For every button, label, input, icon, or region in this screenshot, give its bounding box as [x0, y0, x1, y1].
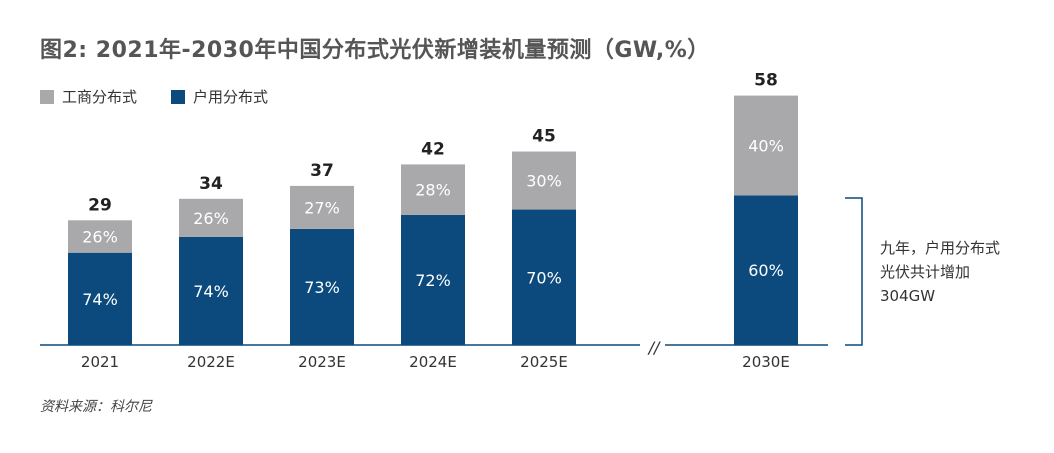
- bar-commercial: [401, 164, 465, 215]
- bar-residential: [290, 228, 354, 345]
- bar-residential: [512, 209, 576, 345]
- legend-item-residential: 户用分布式: [171, 86, 268, 107]
- annotation-bracket: [845, 197, 863, 346]
- bar-commercial: [179, 198, 243, 237]
- data-label-total: 37: [310, 161, 334, 181]
- data-label-total: 29: [88, 195, 112, 215]
- data-label-commercial: 27%: [304, 198, 340, 217]
- bar-residential: [734, 195, 798, 345]
- data-label-total: 42: [421, 139, 445, 159]
- axis-break-mark: //: [647, 338, 661, 357]
- data-label-total: 58: [754, 71, 778, 91]
- data-label-residential: 70%: [526, 268, 562, 287]
- bar-commercial: [512, 151, 576, 210]
- data-label-commercial: 40%: [748, 136, 784, 155]
- legend-swatch-commercial: [40, 89, 54, 104]
- data-label-commercial: 26%: [82, 228, 118, 247]
- data-label-residential: 60%: [748, 261, 784, 280]
- data-label-commercial: 28%: [415, 181, 451, 200]
- data-label-total: 45: [532, 127, 556, 147]
- x-tick-label: 2023E: [298, 353, 346, 371]
- source-note: 资料来源：科尔尼: [40, 399, 152, 415]
- data-label-commercial: 26%: [193, 209, 229, 228]
- data-label-total: 34: [199, 174, 223, 194]
- bar-residential: [401, 214, 465, 345]
- chart-title: 图2: 2021年-2030年中国分布式光伏新增装机量预测（GW,%）: [40, 38, 710, 63]
- x-tick-label: 2024E: [409, 353, 457, 371]
- bar-commercial: [68, 220, 132, 253]
- data-label-commercial: 30%: [526, 172, 562, 191]
- legend: 工商分布式 户用分布式: [40, 86, 268, 107]
- x-tick-label: 2021: [81, 353, 119, 371]
- bar-commercial: [734, 95, 798, 196]
- data-label-residential: 74%: [193, 282, 229, 301]
- x-tick-label: 2025E: [520, 353, 568, 371]
- data-label-residential: 74%: [82, 290, 118, 309]
- bar-residential: [68, 252, 132, 345]
- legend-label-residential: 户用分布式: [193, 88, 269, 106]
- legend-swatch-residential: [171, 89, 186, 104]
- legend-label-commercial: 工商分布式: [62, 88, 138, 106]
- data-label-residential: 72%: [415, 271, 451, 290]
- annotation-note: 九年，户用分布式光伏共计增加304GW: [880, 239, 1001, 305]
- legend-item-commercial: 工商分布式: [40, 86, 137, 107]
- bar-residential: [179, 236, 243, 345]
- x-tick-label: 2030E: [742, 353, 790, 371]
- bar-commercial: [290, 185, 354, 229]
- x-tick-label: 2022E: [187, 353, 235, 371]
- data-label-residential: 73%: [304, 278, 340, 297]
